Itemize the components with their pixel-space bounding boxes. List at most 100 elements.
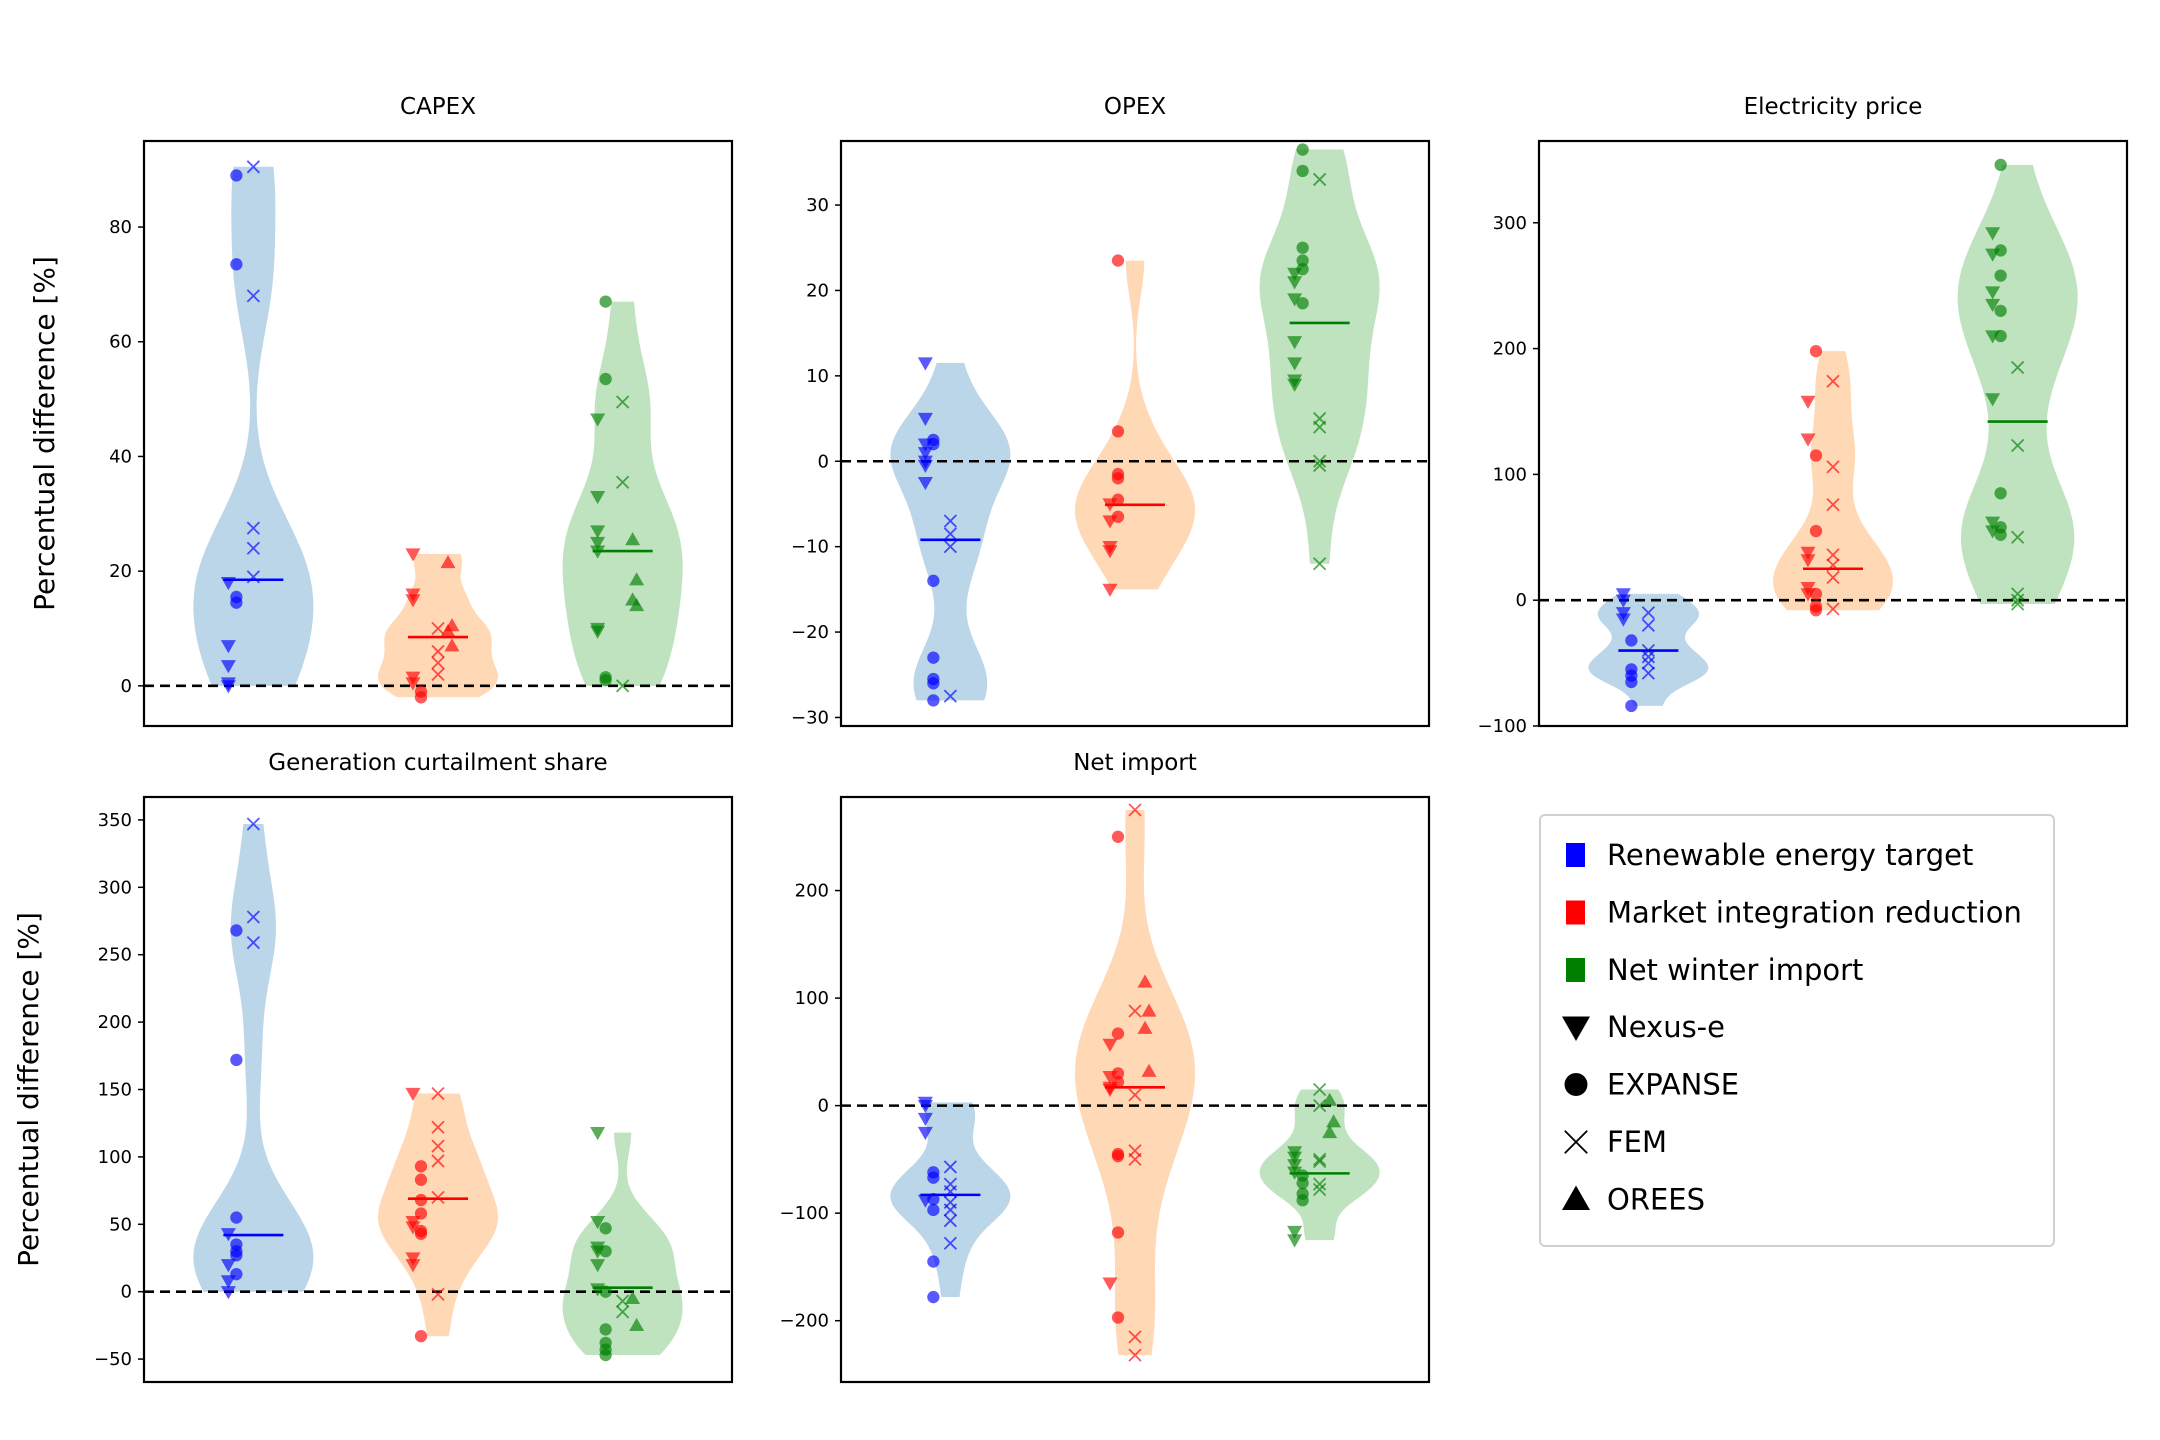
- chart-panels: CAPEX Percentual difference [%] 0 20 40 60 80 O…: [12, 94, 2129, 1384]
- y-tick-label: −10: [791, 537, 829, 558]
- data-point-mir-nexus: [1800, 554, 1816, 568]
- data-point-nwi-nexus: [590, 1215, 606, 1230]
- data-point-mir-orees: [1137, 1020, 1153, 1034]
- data-point-mir-fem: [1826, 570, 1840, 585]
- data-point-nwi-expanse: [599, 1323, 612, 1336]
- data-point-mir-fem: [1826, 602, 1840, 616]
- plot-frame: [839, 795, 1431, 1384]
- data-point-mir-fem: [431, 644, 445, 659]
- violin-mir: [1075, 809, 1195, 1356]
- y-tick-label: 200: [1493, 339, 1527, 360]
- panel-generation-curtailment-share: Generation curtailment share Percentual d…: [12, 750, 734, 1384]
- data-point-nwi-orees: [1326, 1114, 1342, 1128]
- data-point-ret-fem: [246, 521, 261, 535]
- data-point-ret-expanse: [927, 1290, 940, 1304]
- data-point-nwi-orees: [625, 1290, 641, 1305]
- legend-label-fem: FEM: [1607, 1125, 1667, 1159]
- panel-title: Net import: [1073, 750, 1197, 776]
- y-tick-label: 350: [98, 810, 132, 831]
- data-point-ret-fem: [246, 541, 261, 555]
- violin-nwi: [1259, 1089, 1380, 1241]
- data-point-mir-nexus: [1800, 546, 1816, 560]
- y-tick-label: 200: [795, 881, 829, 902]
- data-point-mir-expanse: [1111, 254, 1125, 267]
- data-point-nwi-fem: [1312, 458, 1327, 473]
- data-point-nwi-nexus: [1287, 378, 1303, 392]
- data-point-ret-expanse: [230, 924, 243, 937]
- panel-title: Electricity price: [1744, 94, 1923, 120]
- data-point-mir-nexus: [1102, 545, 1118, 559]
- data-point-nwi-expanse: [1994, 158, 2007, 172]
- violin-ret: [890, 363, 1011, 701]
- data-point-nwi-expanse: [599, 1348, 612, 1362]
- data-point-mir-expanse: [1809, 344, 1823, 358]
- data-point-ret-fem: [943, 1203, 958, 1217]
- data-point-mir-fem: [431, 1154, 445, 1168]
- data-point-nwi-fem: [1312, 1098, 1327, 1113]
- data-point-mir-expanse: [414, 1207, 428, 1220]
- data-point-nwi-nexus: [590, 1283, 606, 1297]
- data-point-nwi-orees: [629, 1317, 645, 1332]
- data-point-mir-orees: [440, 555, 456, 569]
- data-point-ret-expanse: [230, 169, 243, 182]
- data-point-ret-nexus: [917, 1100, 933, 1114]
- data-point-nwi-nexus: [1985, 227, 2001, 241]
- data-point-mir-expanse: [414, 1173, 428, 1186]
- data-point-nwi-fem: [1312, 1082, 1327, 1097]
- data-point-mir-fem: [1128, 1348, 1142, 1362]
- data-point-nwi-nexus: [590, 413, 606, 427]
- data-point-ret-fem: [246, 910, 261, 924]
- data-point-mir-expanse: [1111, 1150, 1125, 1163]
- data-point-ret-nexus: [917, 1126, 933, 1141]
- y-tick-label: −20: [791, 622, 829, 643]
- data-point-nwi-nexus: [1287, 1234, 1303, 1248]
- data-point-ret-expanse: [927, 677, 940, 690]
- data-point-ret-nexus: [1615, 613, 1631, 627]
- panel-title: OPEX: [1104, 94, 1167, 120]
- data-point-nwi-expanse: [1296, 1194, 1309, 1207]
- data-point-mir-fem: [1826, 558, 1840, 572]
- data-point-ret-expanse: [230, 258, 243, 271]
- data-point-mir-orees: [1141, 1063, 1157, 1077]
- data-point-mir-fem: [1128, 1088, 1142, 1102]
- data-point-ret-fem: [943, 689, 958, 703]
- data-point-mir-expanse: [1111, 830, 1125, 843]
- data-point-mir-nexus: [1102, 1038, 1118, 1052]
- data-point-nwi-fem: [615, 1294, 630, 1308]
- y-tick-label: −100: [1478, 716, 1527, 737]
- y-tick-label: 30: [806, 195, 829, 216]
- y-tick-label: 0: [818, 1096, 829, 1117]
- data-point-mir-fem: [431, 1190, 445, 1204]
- data-point-mir-fem: [431, 1086, 445, 1101]
- y-tick-label: 0: [121, 1282, 132, 1303]
- legend-label-orees: OREES: [1607, 1183, 1705, 1217]
- legend-marker-expanse: [1564, 1073, 1588, 1096]
- y-tick-label: 40: [109, 446, 132, 467]
- data-point-mir-fem: [1128, 1152, 1142, 1167]
- data-point-nwi-nexus: [1985, 393, 2001, 407]
- data-point-ret-expanse: [230, 1053, 243, 1066]
- violin-mir: [378, 1093, 498, 1337]
- data-point-nwi-nexus: [1985, 516, 2001, 530]
- y-tick-label: 100: [98, 1147, 132, 1168]
- data-point-mir-nexus: [1800, 433, 1816, 447]
- data-point-mir-nexus: [1800, 395, 1816, 409]
- data-point-nwi-fem: [1312, 420, 1327, 434]
- data-point-mir-expanse: [1809, 604, 1823, 617]
- data-point-mir-nexus: [405, 548, 421, 562]
- data-point-nwi-fem: [615, 1305, 630, 1319]
- data-point-nwi-nexus: [590, 1127, 606, 1141]
- data-point-mir-fem: [1128, 803, 1142, 817]
- y-tick-label: 250: [98, 945, 132, 966]
- data-point-nwi-fem: [2010, 438, 2025, 453]
- violin-nwi: [1259, 149, 1380, 564]
- data-point-mir-fem: [431, 621, 445, 636]
- data-point-mir-expanse: [414, 1160, 428, 1173]
- data-point-ret-nexus: [1615, 594, 1631, 608]
- data-point-mir-fem: [1826, 497, 1840, 512]
- data-point-mir-expanse: [1809, 524, 1823, 538]
- data-point-nwi-fem: [2010, 530, 2025, 544]
- panel-electricity-price: Electricity price −100 0 100 200 300: [1478, 94, 2129, 737]
- violin-nwi: [562, 1132, 683, 1355]
